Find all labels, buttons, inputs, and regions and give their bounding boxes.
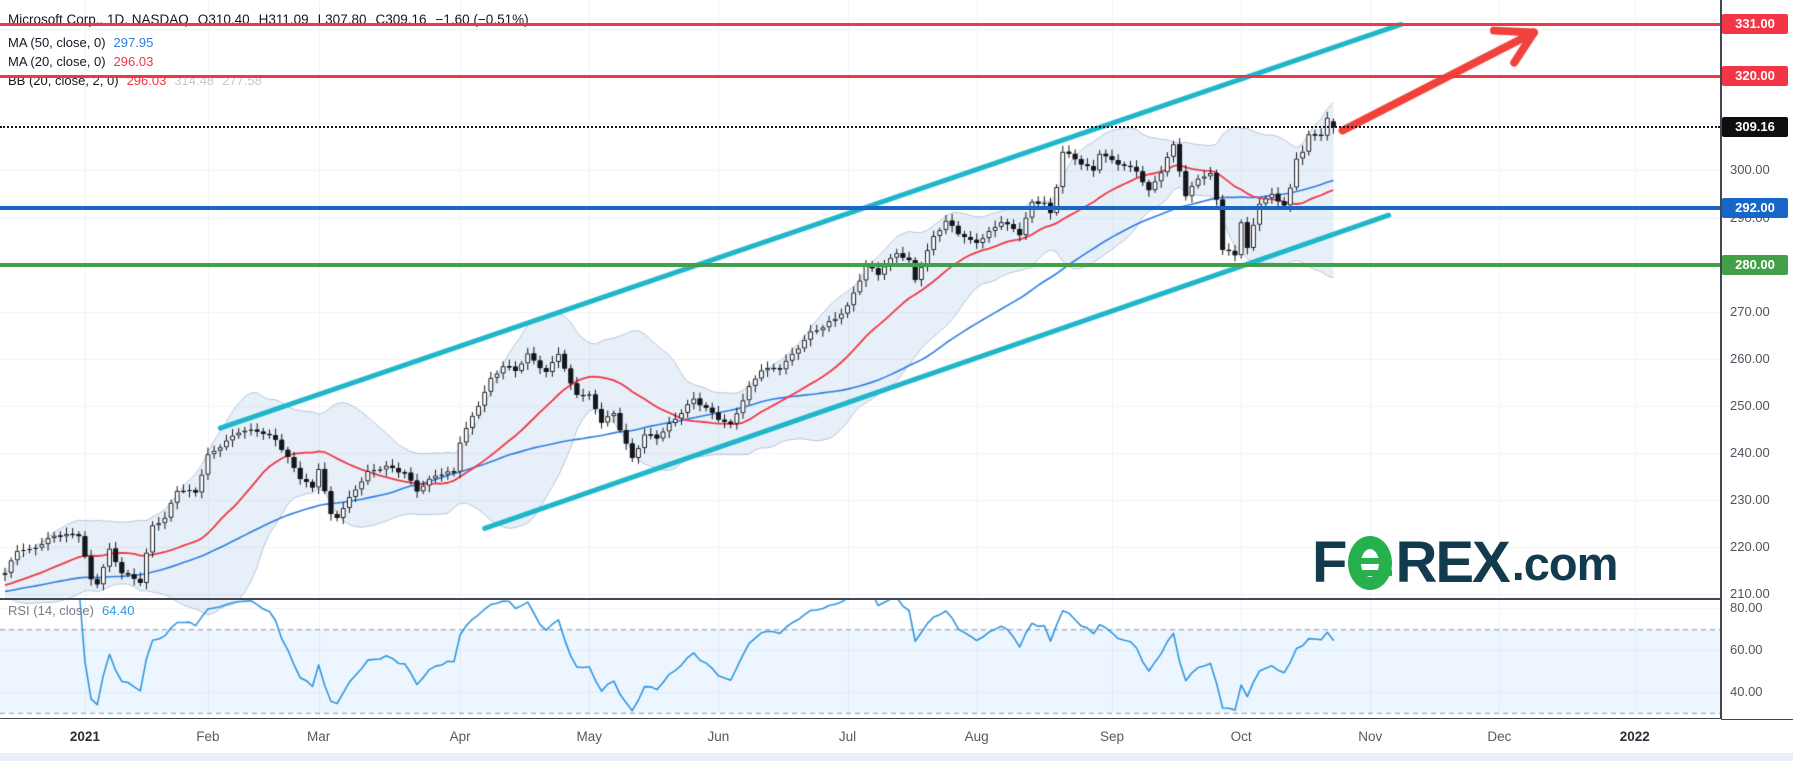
- price-axis-badge: 292.00: [1722, 198, 1788, 219]
- indicator-value: 296.03: [126, 73, 167, 88]
- indicator-value: 297.95: [113, 35, 154, 50]
- price-axis-badge: 320.00: [1722, 66, 1788, 87]
- indicator-label: MA (50, close, 0): [8, 35, 106, 50]
- ohlc-close-value: 309.16: [385, 12, 427, 27]
- time-axis-month-label: Aug: [964, 729, 989, 744]
- ohlc-open-label: O: [197, 12, 209, 27]
- price-axis-label: 210.00: [1730, 586, 1770, 602]
- rsi-legend-row[interactable]: RSI (14, close) 64.40: [8, 603, 135, 618]
- time-axis-month-label: Jul: [838, 729, 857, 744]
- rsi-value: 64.40: [101, 603, 135, 618]
- ohlc-close-label: C: [375, 12, 386, 27]
- rsi-label: RSI (14, close): [8, 603, 94, 618]
- time-axis-month-label: Jun: [707, 729, 730, 744]
- time-axis-month-label: Nov: [1358, 729, 1383, 744]
- symbol-title: Microsoft Corp., 1D, NASDAQ: [8, 12, 189, 27]
- time-axis-month-label: Sep: [1099, 729, 1125, 744]
- ohlc-low-value: 307.80: [325, 12, 367, 27]
- ohlc-high-value: 311.09: [268, 12, 309, 27]
- price-axis-badge: 309.16: [1722, 117, 1788, 138]
- rsi-axis-label: 80.00: [1730, 600, 1763, 616]
- time-axis-month-label: Oct: [1230, 729, 1252, 744]
- price-axis-badge: 331.00: [1722, 14, 1788, 35]
- indicator-legend-row[interactable]: MA (50, close, 0) 297.95: [8, 33, 262, 52]
- price-axis-label: 220.00: [1730, 539, 1770, 555]
- ohlc-open-value: 310.40: [208, 12, 250, 27]
- time-axis-month-label: Apr: [449, 729, 471, 744]
- chart-surface[interactable]: [0, 0, 1721, 719]
- watermark-text-rex: REX: [1395, 530, 1510, 595]
- price-axis-label: 260.00: [1730, 350, 1770, 366]
- price-axis-label: 240.00: [1730, 445, 1770, 461]
- price-axis-label: 230.00: [1730, 492, 1770, 508]
- time-axis-year-label: 2022: [1619, 729, 1650, 744]
- price-axis-label: 250.00: [1730, 397, 1770, 413]
- pane-separator[interactable]: [0, 598, 1793, 600]
- rsi-axis-label: 40.00: [1730, 683, 1763, 699]
- watermark-text-f: F: [1312, 530, 1347, 595]
- time-axis-month-label: Dec: [1487, 729, 1512, 744]
- price-axis-border: [1720, 0, 1722, 719]
- price-axis[interactable]: 210.00 220.00 230.00 240.00 250.00 260.00 270.…: [1722, 0, 1793, 719]
- ohlc-low-label: L: [317, 12, 326, 27]
- forex-com-watermark: F REX .com: [1312, 530, 1619, 595]
- indicator-label: BB (20, close, 2, 0): [8, 73, 119, 88]
- indicator-value: 296.03: [113, 54, 154, 69]
- indicator-legend-row[interactable]: MA (20, close, 0) 296.03: [8, 52, 262, 71]
- change-value: −1.60 (−0.51%): [435, 12, 529, 27]
- watermark-text-com: .com: [1511, 536, 1619, 590]
- price-axis-label: 270.00: [1730, 303, 1770, 319]
- time-axis-month-label: Feb: [196, 729, 220, 744]
- time-axis-month-label: May: [576, 729, 603, 744]
- watermark-green-o-icon: [1348, 536, 1393, 590]
- ohlc-high-label: H: [258, 12, 269, 27]
- indicator-value: 314.48: [174, 73, 215, 88]
- time-axis[interactable]: 2021 Feb Mar Apr May Jun Jul Aug Sep Oct Nov Dec 202…: [0, 719, 1721, 753]
- price-axis-label: 300.00: [1730, 162, 1770, 178]
- time-axis-year-label: 2021: [69, 729, 100, 744]
- indicator-legend: MA (50, close, 0) 297.95 MA (20, close, 0)…: [8, 33, 262, 90]
- indicator-value: 277.58: [222, 73, 262, 88]
- indicator-label: MA (20, close, 0): [8, 54, 106, 69]
- symbol-legend-row[interactable]: Microsoft Corp., 1D, NASDAQ O310.40 H311.0…: [8, 12, 529, 27]
- bottom-scroll-strip[interactable]: [0, 753, 1793, 761]
- rsi-axis-label: 60.00: [1730, 642, 1763, 658]
- time-axis-month-label: Mar: [307, 729, 331, 744]
- price-axis-badge: 280.00: [1722, 254, 1788, 275]
- indicator-legend-row[interactable]: BB (20, close, 2, 0) 296.03 314.48 277.58: [8, 71, 262, 90]
